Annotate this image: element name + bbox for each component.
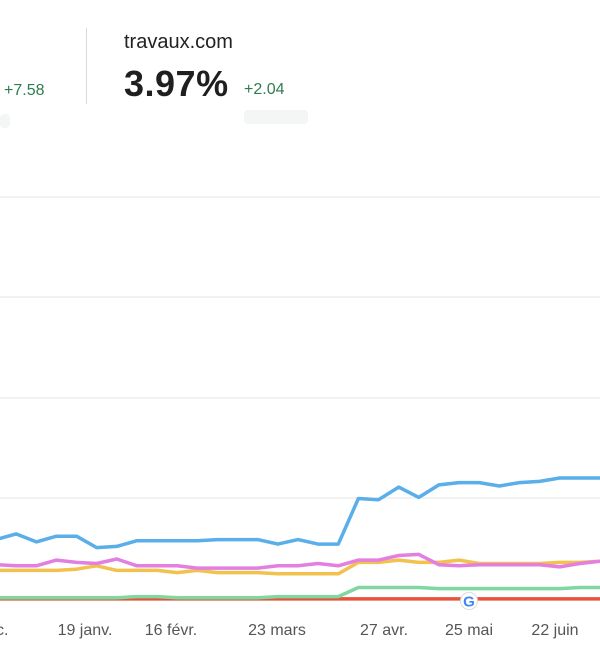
x-tick-label: 23 mars <box>248 622 306 639</box>
x-tick-label: 22 juin <box>531 622 578 639</box>
metric-value: 3.97% <box>124 63 229 104</box>
metric-card-travaux: travaux.com 3.97% +2.04 <box>124 0 424 110</box>
x-tick-label: 25 mai <box>445 622 493 639</box>
google-g-icon: G <box>463 594 475 611</box>
google-update-marker[interactable]: G <box>460 592 478 611</box>
metric-domain: travaux.com <box>124 31 233 53</box>
series-line[interactable] <box>0 552 600 570</box>
chart-gridlines <box>0 196 600 499</box>
skeleton-bar <box>244 110 308 124</box>
x-axis-ticks: c. 19 janv. 16 févr. 23 mars 27 avr. 25 mai 22… <box>0 622 579 639</box>
x-tick-label: 16 févr. <box>145 622 197 639</box>
series-line[interactable] <box>0 585 600 600</box>
metric-delta: +2.04 <box>244 81 285 98</box>
skeleton-bar <box>0 114 10 128</box>
x-tick-label: 19 janv. <box>58 622 113 639</box>
chart-series <box>0 476 600 601</box>
series-line[interactable] <box>0 476 600 550</box>
metric-card-left: +7.58 <box>0 0 86 110</box>
x-tick-label: c. <box>0 622 8 639</box>
metric-delta: +7.58 <box>4 82 45 99</box>
x-tick-label: 27 avr. <box>360 622 408 639</box>
metric-divider <box>86 28 87 104</box>
